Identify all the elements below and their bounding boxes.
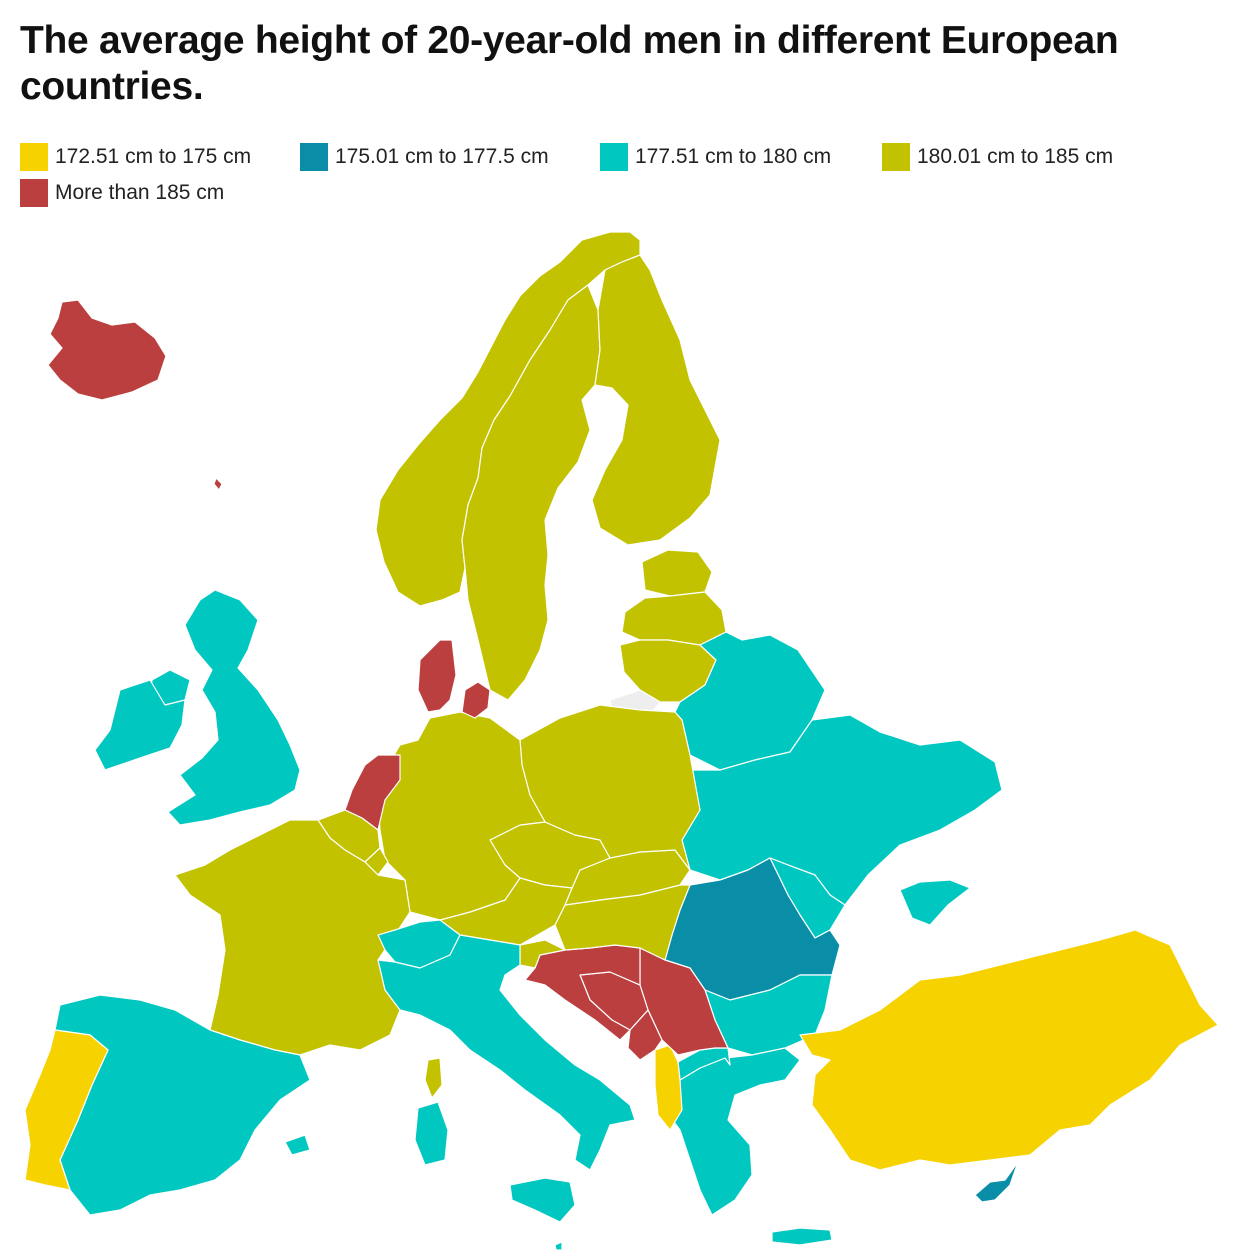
island-sardinia <box>414 1101 449 1166</box>
country-italy <box>377 934 636 1171</box>
country-cyprus <box>974 1161 1019 1203</box>
island-corsica <box>424 1057 443 1099</box>
region-crimea <box>899 879 971 926</box>
map-title: The average height of 20-year-old men in… <box>20 19 1119 108</box>
island-mallorca <box>284 1134 311 1156</box>
country-greece <box>664 1047 801 1216</box>
legend-label-4: 180.01 cm to 185 cm <box>917 145 1114 168</box>
country-turkey <box>799 929 1219 1171</box>
country-ireland <box>94 679 186 771</box>
island-sicily <box>509 1177 576 1223</box>
legend-item-3: 177.51 cm to 180 cm <box>600 142 831 172</box>
europe-map <box>24 231 1219 1251</box>
country-uk <box>167 589 301 826</box>
country-sweden <box>461 284 601 701</box>
legend-label-3: 177.51 cm to 180 cm <box>635 145 832 168</box>
legend-item-2: 175.01 cm to 177.5 cm <box>300 142 549 172</box>
country-netherlands <box>344 754 401 831</box>
country-finland <box>591 254 721 546</box>
legend-swatch-2 <box>300 143 328 171</box>
country-malta <box>554 1241 563 1251</box>
legend-label-1: 172.51 cm to 175 cm <box>55 145 252 168</box>
country-estonia <box>641 549 713 597</box>
legend-item-4: 180.01 cm to 185 cm <box>882 142 1113 172</box>
country-portugal <box>24 1029 109 1191</box>
legend-item-5: More than 185 cm <box>20 178 224 208</box>
legend-swatch-1 <box>20 143 48 171</box>
island-crete <box>771 1227 833 1246</box>
country-denmark <box>417 639 457 713</box>
legend-swatch-5 <box>20 179 48 207</box>
country-iceland <box>47 299 167 401</box>
legend-label-2: 175.01 cm to 177.5 cm <box>335 145 549 168</box>
island-zealand <box>461 681 491 719</box>
country-albania <box>654 1044 683 1131</box>
country-latvia <box>621 591 727 646</box>
country-france <box>174 819 411 1056</box>
legend-swatch-3 <box>600 143 628 171</box>
legend-label-5: More than 185 cm <box>55 181 225 204</box>
legend-swatch-4 <box>882 143 910 171</box>
country-faroe <box>213 477 223 491</box>
legend-item-1: 172.51 cm to 175 cm <box>20 142 251 172</box>
